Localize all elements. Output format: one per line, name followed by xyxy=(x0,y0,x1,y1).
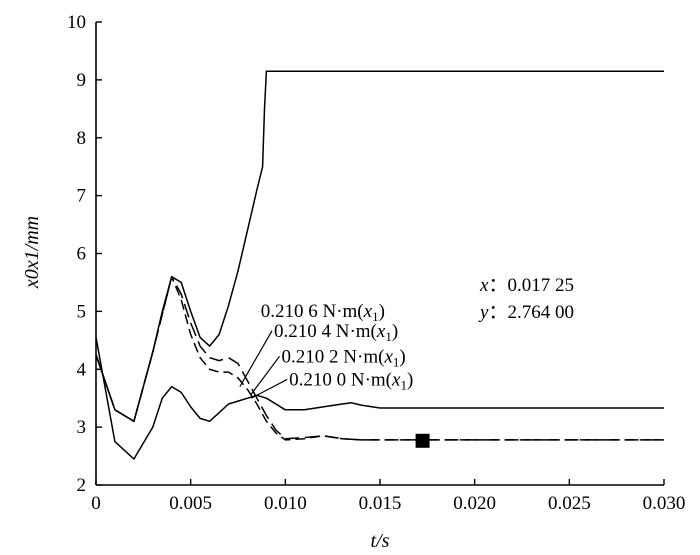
curve-label: 0.210 6 N·m(x1) xyxy=(261,301,385,324)
cursor-y-value: 2.764 00 xyxy=(507,302,574,323)
y-tick-label: 10 xyxy=(67,12,86,33)
curve-label: 0.210 4 N·m(x1) xyxy=(274,321,398,344)
y-tick-label: 8 xyxy=(77,128,87,149)
curve-label-leader xyxy=(239,330,273,387)
x-axis-label: t/s xyxy=(371,530,390,552)
y-axis-label: x0x1/mm xyxy=(21,216,43,289)
annotation-layer: x：0.017 25 y：2.764 00 0.210 6 N·m(x1)0.2… xyxy=(239,275,574,448)
y-tick-label: 2 xyxy=(77,475,87,496)
x-tick-label: 0.030 xyxy=(643,493,686,514)
y-tick-label: 7 xyxy=(77,186,87,207)
x-tick-label: 0.020 xyxy=(453,493,496,514)
x-tick-label: 0.025 xyxy=(548,493,591,514)
x-tick-label: 0.010 xyxy=(264,493,307,514)
x-tick-label: 0.015 xyxy=(359,493,402,514)
cursor-y-name: y xyxy=(478,302,489,323)
series-line-4 xyxy=(95,337,664,460)
cursor-x-value: 0.017 25 xyxy=(507,275,574,296)
series-line-3 xyxy=(95,275,664,441)
axes: 2 3 4 5 6 7 8 9 10 0 0.005 0.010 0.015 0.020 0.025 0.03… xyxy=(67,12,685,514)
cursor-marker[interactable] xyxy=(415,433,430,448)
x-tick-label: 0.005 xyxy=(169,493,212,514)
y-tick-label: 5 xyxy=(77,301,87,322)
y-tick-label: 3 xyxy=(77,417,87,438)
cursor-readout-y: y：2.764 00 xyxy=(478,302,574,323)
curve-label: 0.210 0 N·m(x1) xyxy=(289,369,413,392)
series-layer xyxy=(95,70,664,460)
x-tick-label: 0 xyxy=(91,493,101,514)
cursor-x-name: x xyxy=(479,275,489,296)
y-tick-label: 6 xyxy=(77,244,87,265)
cursor-readout-x: x：0.017 25 xyxy=(479,275,574,296)
y-tick-label: 9 xyxy=(77,70,87,91)
cursor-y-sep: ： xyxy=(488,302,507,323)
curve-label: 0.210 2 N·m(x1) xyxy=(282,346,406,369)
curve-label-leader xyxy=(250,378,288,399)
cursor-x-sep: ： xyxy=(488,275,507,296)
y-tick-label: 4 xyxy=(77,359,87,380)
curve-label-leader xyxy=(250,355,281,395)
